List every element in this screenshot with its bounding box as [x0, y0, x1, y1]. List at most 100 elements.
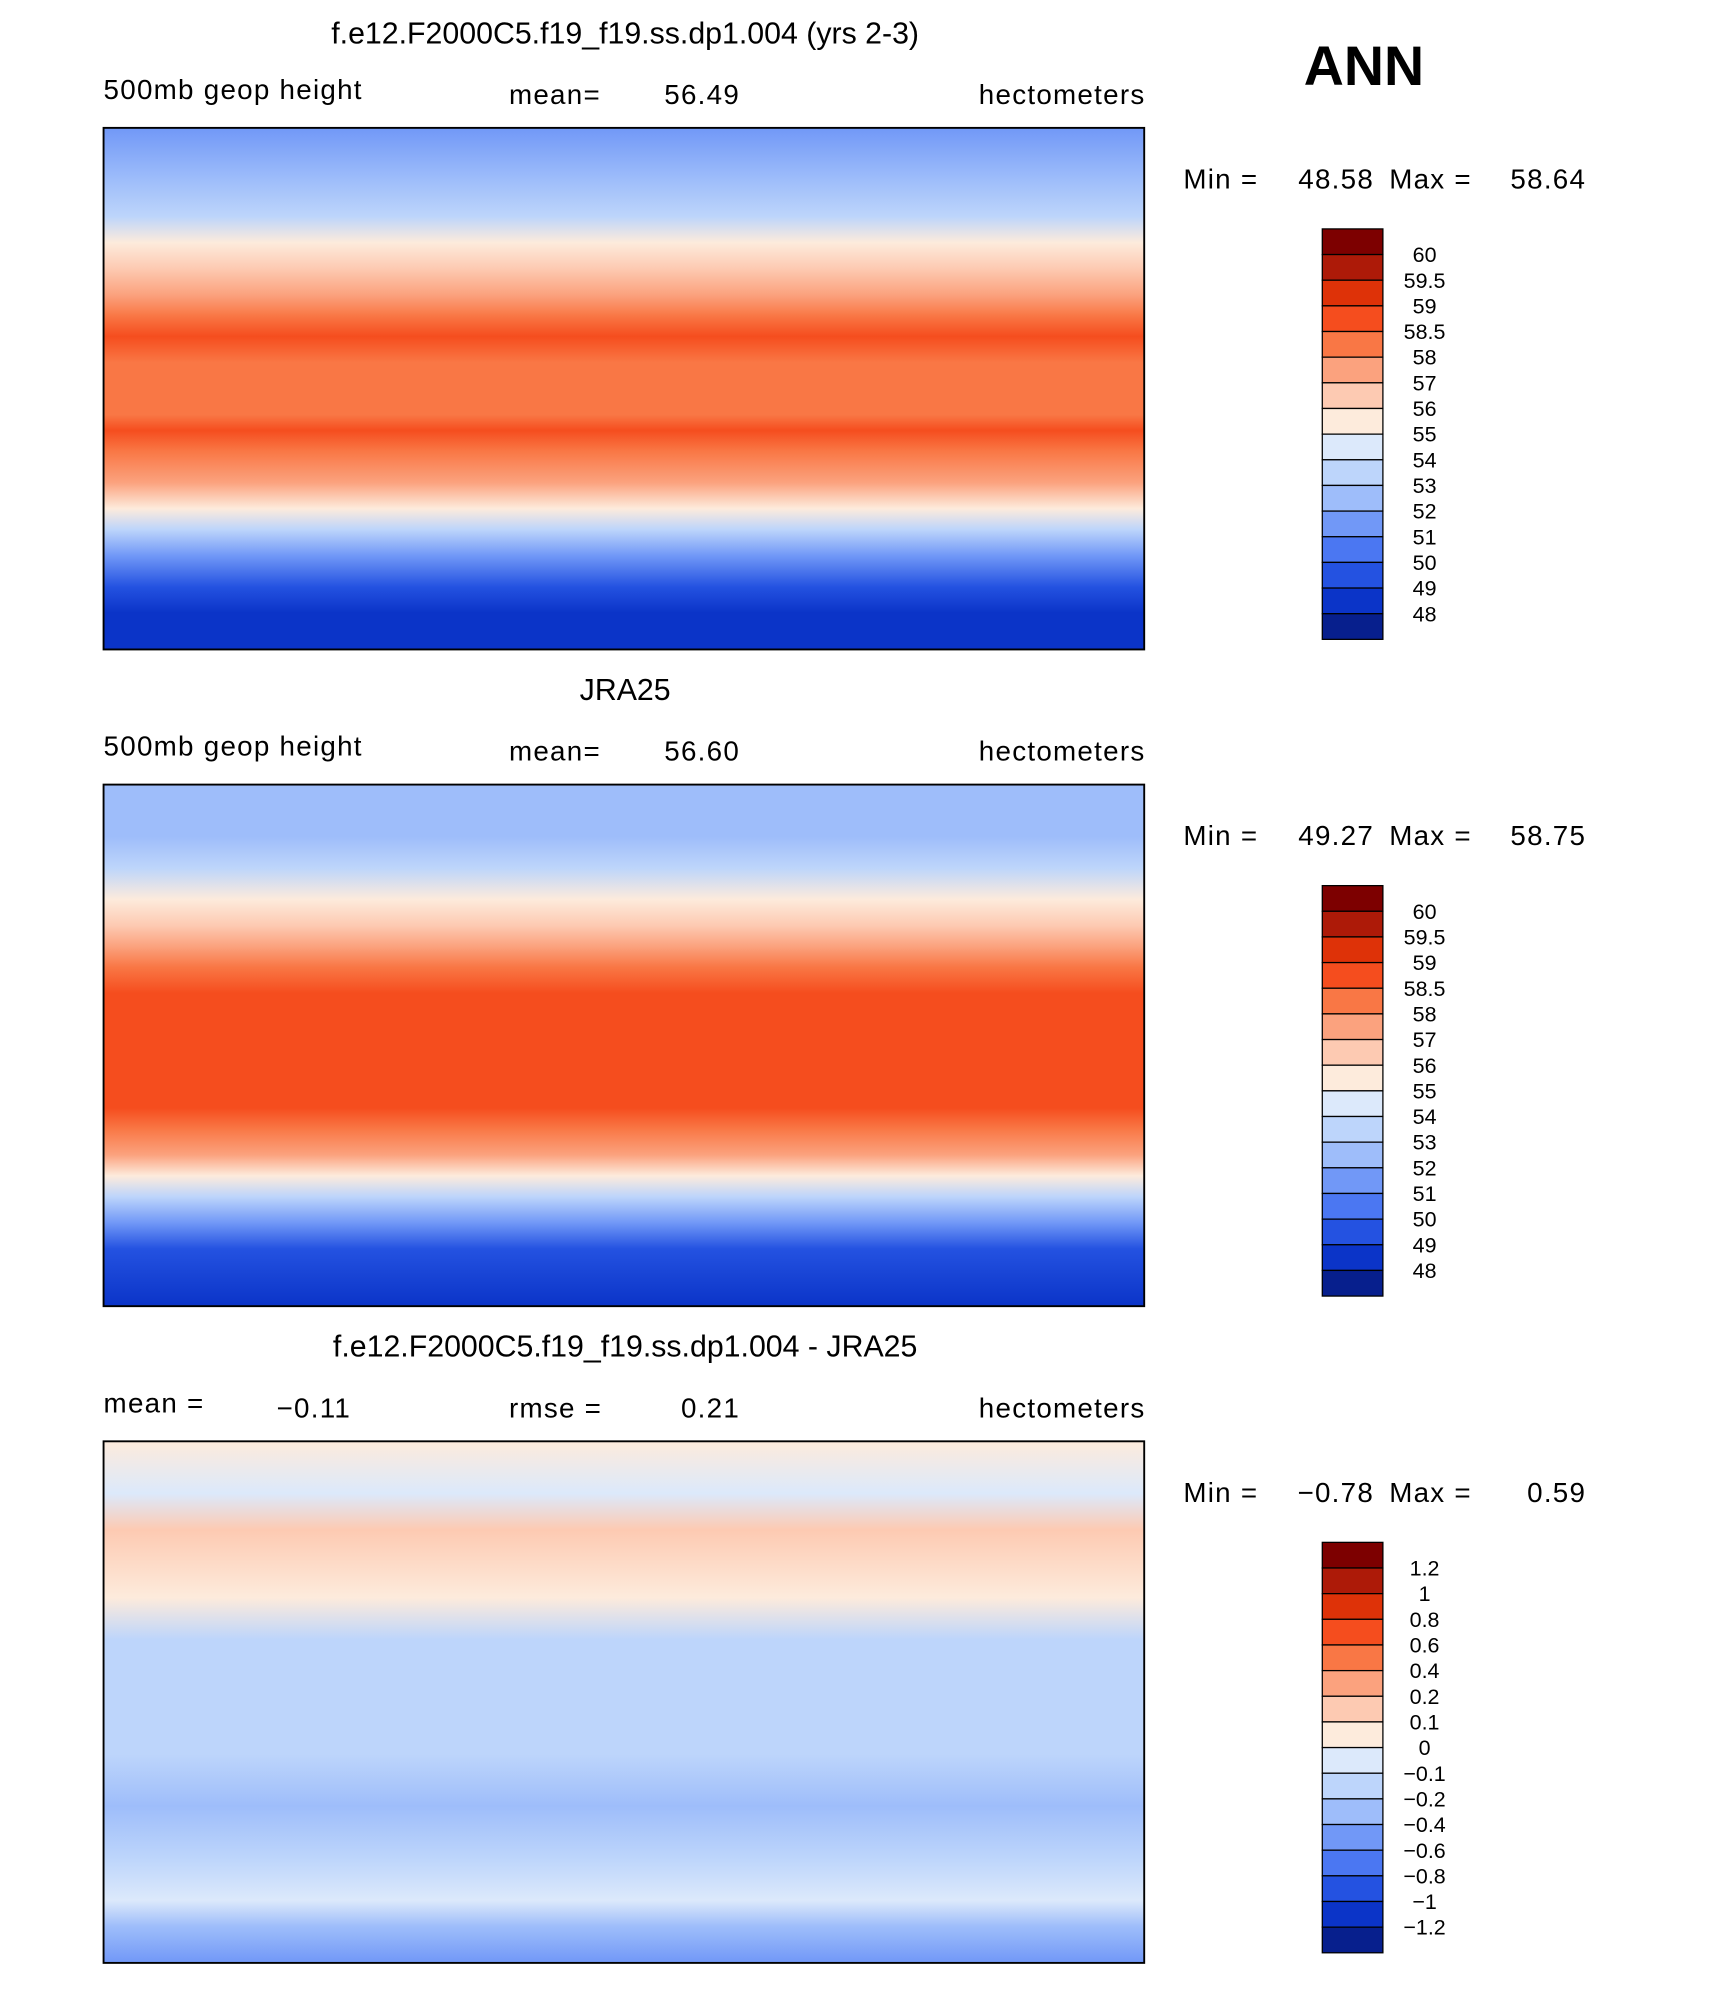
colorbar-label: −1: [1412, 1890, 1436, 1914]
min-label: Min =: [1183, 820, 1258, 851]
colorbar-label: −0.2: [1403, 1787, 1445, 1811]
colorbar-label: 0.6: [1410, 1634, 1440, 1658]
colorbar-label: 52: [1413, 500, 1437, 524]
stat-value: 0.21: [681, 1392, 740, 1423]
colorbar-box: [1321, 936, 1384, 964]
stat-label: mean=: [509, 736, 601, 767]
left-label: 500mb geop height: [104, 731, 363, 762]
colorbar-box: [1321, 1115, 1384, 1143]
colorbar-box: [1321, 1013, 1384, 1041]
colorbar-label: 59.5: [1404, 269, 1446, 293]
stat-value: 56.49: [664, 79, 740, 110]
colorbar-label: 51: [1413, 525, 1437, 549]
colorbar-label: 56: [1413, 1054, 1437, 1078]
colorbar-box: [1321, 1090, 1384, 1118]
colorbar-label: 1: [1419, 1582, 1431, 1606]
colorbar-label: −0.8: [1403, 1864, 1445, 1888]
colorbar-box: [1321, 1541, 1384, 1569]
left-label: mean =: [104, 1387, 205, 1418]
colorbar-label: 57: [1413, 1028, 1437, 1052]
colorbar-box: [1321, 279, 1384, 307]
colorbar-label: 48: [1413, 602, 1437, 626]
colorbar-box: [1321, 1669, 1384, 1697]
left-value: −0.11: [277, 1392, 352, 1423]
max-label: Max =: [1389, 820, 1472, 851]
max-value: 58.64: [1510, 163, 1586, 194]
colorbar-box: [1321, 1644, 1384, 1672]
colorbar-box: [1321, 1038, 1384, 1066]
stat-label: mean=: [509, 79, 601, 110]
season-label: ANN: [1304, 35, 1424, 97]
colorbar-label: 53: [1413, 474, 1437, 498]
colorbar-label: 50: [1413, 1208, 1437, 1232]
colorbar-label: 59.5: [1404, 926, 1446, 950]
colorbar-label: −0.6: [1403, 1839, 1445, 1863]
colorbar-box: [1321, 228, 1384, 256]
panel-title: JRA25: [580, 674, 671, 707]
colorbar-box: [1321, 484, 1384, 512]
left-label: 500mb geop height: [104, 74, 363, 105]
colorbar-label: 51: [1413, 1182, 1437, 1206]
colorbar-label: 48: [1413, 1259, 1437, 1283]
units-label: hectometers: [979, 1392, 1146, 1423]
colorbar-box: [1321, 1064, 1384, 1092]
colorbar-label: 0: [1419, 1736, 1431, 1760]
max-value: 0.59: [1527, 1477, 1586, 1508]
colorbar-label: −1.2: [1403, 1916, 1445, 1940]
colorbar-label: 58.5: [1404, 977, 1446, 1001]
colorbar-label: −0.1: [1403, 1762, 1445, 1786]
map-field: [102, 1440, 1146, 1964]
colorbar-label: 53: [1413, 1131, 1437, 1155]
colorbar-label: 54: [1413, 1105, 1437, 1129]
panel-title: f.e12.F2000C5.f19_f19.ss.dp1.004 - JRA25: [333, 1331, 917, 1364]
panel-title: f.e12.F2000C5.f19_f19.ss.dp1.004 (yrs 2-…: [331, 17, 919, 50]
colorbar-box: [1321, 1798, 1384, 1826]
colorbar-box: [1321, 1849, 1384, 1877]
max-label: Max =: [1389, 163, 1472, 194]
colorbar-box: [1321, 561, 1384, 589]
colorbar-box: [1321, 536, 1384, 564]
colorbar-box: [1321, 1695, 1384, 1723]
colorbar-label: 0.4: [1410, 1659, 1440, 1683]
colorbar-label: 59: [1413, 294, 1437, 318]
map-field: [102, 126, 1146, 651]
colorbar-label: 58.5: [1404, 320, 1446, 344]
colorbar-label: 58: [1413, 346, 1437, 370]
colorbar-box: [1321, 1772, 1384, 1800]
colorbar-box: [1321, 382, 1384, 410]
stat-value: 56.60: [664, 736, 740, 767]
colorbar-label: 50: [1413, 551, 1437, 575]
colorbar-box: [1321, 1192, 1384, 1220]
colorbar-label: 57: [1413, 371, 1437, 395]
colorbar-box: [1321, 1926, 1384, 1954]
units-label: hectometers: [979, 79, 1146, 110]
map-field: [102, 783, 1146, 1308]
colorbar-box: [1321, 1618, 1384, 1646]
colorbar-label: −0.4: [1403, 1813, 1445, 1837]
colorbar-box: [1321, 1567, 1384, 1595]
colorbar-label: 55: [1413, 423, 1437, 447]
colorbar-box: [1321, 587, 1384, 615]
colorbar-box: [1321, 356, 1384, 384]
colorbar-label: 52: [1413, 1156, 1437, 1180]
colorbar-box: [1321, 510, 1384, 538]
min-value: 48.58: [1298, 163, 1374, 194]
colorbar-box: [1321, 253, 1384, 281]
colorbar-box: [1321, 1746, 1384, 1774]
colorbar-box: [1321, 305, 1384, 333]
colorbar-label: 0.8: [1410, 1608, 1440, 1632]
max-value: 58.75: [1510, 820, 1586, 851]
colorbar-label: 54: [1413, 448, 1437, 472]
colorbar-box: [1321, 961, 1384, 989]
colorbar-label: 60: [1413, 900, 1437, 924]
colorbar-box: [1321, 1823, 1384, 1851]
units-label: hectometers: [979, 736, 1146, 767]
colorbar-box: [1321, 1721, 1384, 1749]
colorbar-box: [1321, 1218, 1384, 1246]
colorbar-box: [1321, 433, 1384, 461]
colorbar-box: [1321, 1900, 1384, 1928]
colorbar-box: [1321, 910, 1384, 938]
colorbar-label: 0.1: [1410, 1710, 1440, 1734]
colorbar-label: 58: [1413, 1002, 1437, 1026]
min-value: −0.78: [1297, 1477, 1374, 1508]
